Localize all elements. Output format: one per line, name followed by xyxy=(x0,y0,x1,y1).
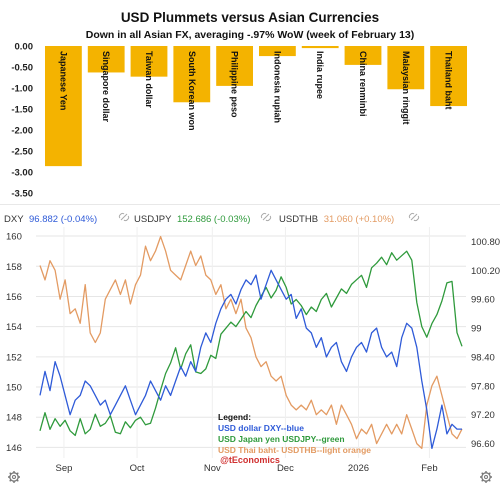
x-tick-label: Dec xyxy=(277,463,294,474)
bar-label-japanese-yen: Japanese Yen xyxy=(58,51,68,110)
legend-usdjpy[interactable]: USDJPY 152.686 (-0.03%) xyxy=(134,214,250,225)
bar-philippine-peso xyxy=(216,46,254,86)
legend-usdthb-value: 31.060 (+0.10%) xyxy=(324,214,395,225)
series-line-usd-japan-yen-usdjpy xyxy=(39,250,463,437)
bar-label-thailand-baht: Thailand baht xyxy=(444,51,454,110)
left-tick-label: 154 xyxy=(6,322,22,333)
right-axis-ticks: 100.80 100.20 99.60 99 98.40 97.80 97.20 96.60 xyxy=(471,237,500,450)
left-tick-label: 156 xyxy=(6,292,22,303)
bar-singapore-dollar xyxy=(87,46,125,73)
legend-dxy-value: 96.882 (-0.04%) xyxy=(29,214,97,225)
annotation-title: Legend: xyxy=(218,412,251,422)
bar-japanese-yen xyxy=(44,46,82,167)
series-line-usd-dollar-dxy xyxy=(39,269,462,450)
legend-usdthb-symbol: USDTHB xyxy=(279,214,318,225)
bar-y-tick-label: -1.50 xyxy=(11,105,33,116)
x-tick-label: Nov xyxy=(204,463,221,474)
right-tick-label: 97.20 xyxy=(471,410,495,421)
bar-y-tick-label: -2.00 xyxy=(11,126,33,137)
bar-taiwan-dollar xyxy=(130,46,168,77)
bar-label-singapore-dollar: Singapore dollar xyxy=(101,51,111,123)
bar-chart-panel: USD Plummets versus Asian Currencies Dow… xyxy=(0,0,500,205)
line-chart-panel: 160 158 156 154 152 150 148 146 100.80 100.20 99.… xyxy=(0,205,500,487)
line-chart: 160 158 156 154 152 150 148 146 100.80 100.20 99.… xyxy=(4,212,500,483)
bar-chart-subtitle: Down in all Asian FX, averaging -.97% Wo… xyxy=(86,29,415,41)
left-tick-label: 150 xyxy=(6,383,22,394)
bar-india-rupee xyxy=(301,46,339,49)
bar-y-tick-label: -3.50 xyxy=(11,189,33,200)
bar-malaysian-ringgit xyxy=(387,46,425,90)
link-icon[interactable] xyxy=(118,212,130,222)
bar-chart: USD Plummets versus Asian Currencies Dow… xyxy=(11,10,468,200)
gear-icon[interactable] xyxy=(8,471,20,483)
bar-label-south-korean-won: South Korean won xyxy=(187,51,197,131)
left-tick-label: 152 xyxy=(6,352,22,363)
bar-label-taiwan-dollar: Taiwan dollar xyxy=(144,51,154,108)
right-tick-label: 99 xyxy=(471,324,482,335)
bar-label-india-rupee: India rupee xyxy=(315,51,325,99)
right-tick-label: 98.40 xyxy=(471,352,495,363)
bar-series xyxy=(44,46,468,167)
bar-south-korean-won xyxy=(173,46,211,103)
right-tick-label: 100.20 xyxy=(471,266,500,277)
left-tick-label: 148 xyxy=(6,413,22,424)
line-grid xyxy=(36,227,466,458)
x-tick-label: 2026 xyxy=(348,463,369,474)
annotation-legend: Legend: USD dollar DXY--blue USD Japan y… xyxy=(218,412,371,455)
annotation-line-usdthb: USD Thai baht- USDTHB--light orange xyxy=(218,445,371,455)
legend-usdjpy-symbol: USDJPY xyxy=(134,214,172,225)
right-tick-label: 99.60 xyxy=(471,295,495,306)
series-line-usd-thai-baht-usdthb xyxy=(39,235,463,450)
bar-thailand-baht xyxy=(430,46,468,107)
watermark: @tEconomics xyxy=(220,455,280,465)
x-tick-label: Sep xyxy=(55,463,72,474)
bar-y-tick-label: -3.00 xyxy=(11,168,33,179)
bar-y-tick-label: -2.50 xyxy=(11,147,33,158)
legend-dxy-symbol: DXY xyxy=(4,214,24,225)
bar-label-malaysian-ringgit: Malaysian ringgit xyxy=(401,51,411,125)
gear-icon[interactable] xyxy=(480,471,492,483)
panel-divider xyxy=(0,204,500,205)
annotation-line-usdjpy: USD Japan yen USDJPY--green xyxy=(218,434,345,444)
bar-label-indonesia-rupiah: Indonesia rupiah xyxy=(272,51,282,123)
bar-china-renminbi xyxy=(344,46,382,65)
link-icon[interactable] xyxy=(260,212,272,222)
link-icon[interactable] xyxy=(408,212,420,222)
x-axis-ticks: Sep Oct Nov Dec 2026 Feb xyxy=(55,463,437,474)
line-series xyxy=(39,235,463,450)
bar-y-tick-label: -0.50 xyxy=(11,63,33,74)
bar-chart-title: USD Plummets versus Asian Currencies xyxy=(121,10,379,25)
annotation-line-dxy: USD dollar DXY--blue xyxy=(218,423,304,433)
left-tick-label: 146 xyxy=(6,443,22,454)
legend-dxy[interactable]: DXY 96.882 (-0.04%) xyxy=(4,214,97,225)
legend-usdjpy-value: 152.686 (-0.03%) xyxy=(177,214,250,225)
left-tick-label: 158 xyxy=(6,262,22,273)
bar-indonesia-rupiah xyxy=(258,46,296,57)
bar-category-labels: Japanese Yen Singapore dollar Taiwan dolla… xyxy=(58,51,453,131)
bar-y-tick-label: -1.00 xyxy=(11,84,33,95)
symbol-legend: DXY 96.882 (-0.04%) USDJPY 152.686 (-0.0… xyxy=(4,212,420,225)
right-tick-label: 96.60 xyxy=(471,439,495,450)
bar-y-axis: 0.00 -0.50 -1.00 -1.50 -2.00 -2.50 -3.00 -3.50 xyxy=(11,42,33,200)
left-axis-ticks: 160 158 156 154 152 150 148 146 xyxy=(6,232,22,454)
x-tick-label: Feb xyxy=(421,463,437,474)
bar-label-china-renminbi: China renminbi xyxy=(358,51,368,117)
right-tick-label: 97.80 xyxy=(471,381,495,392)
bar-label-philippine-peso: Philippine peso xyxy=(230,51,240,118)
right-tick-label: 100.80 xyxy=(471,237,500,248)
legend-usdthb[interactable]: USDTHB 31.060 (+0.10%) xyxy=(279,214,394,225)
bar-y-tick-label: 0.00 xyxy=(15,42,34,53)
x-tick-label: Oct xyxy=(130,463,145,474)
left-tick-label: 160 xyxy=(6,232,22,243)
